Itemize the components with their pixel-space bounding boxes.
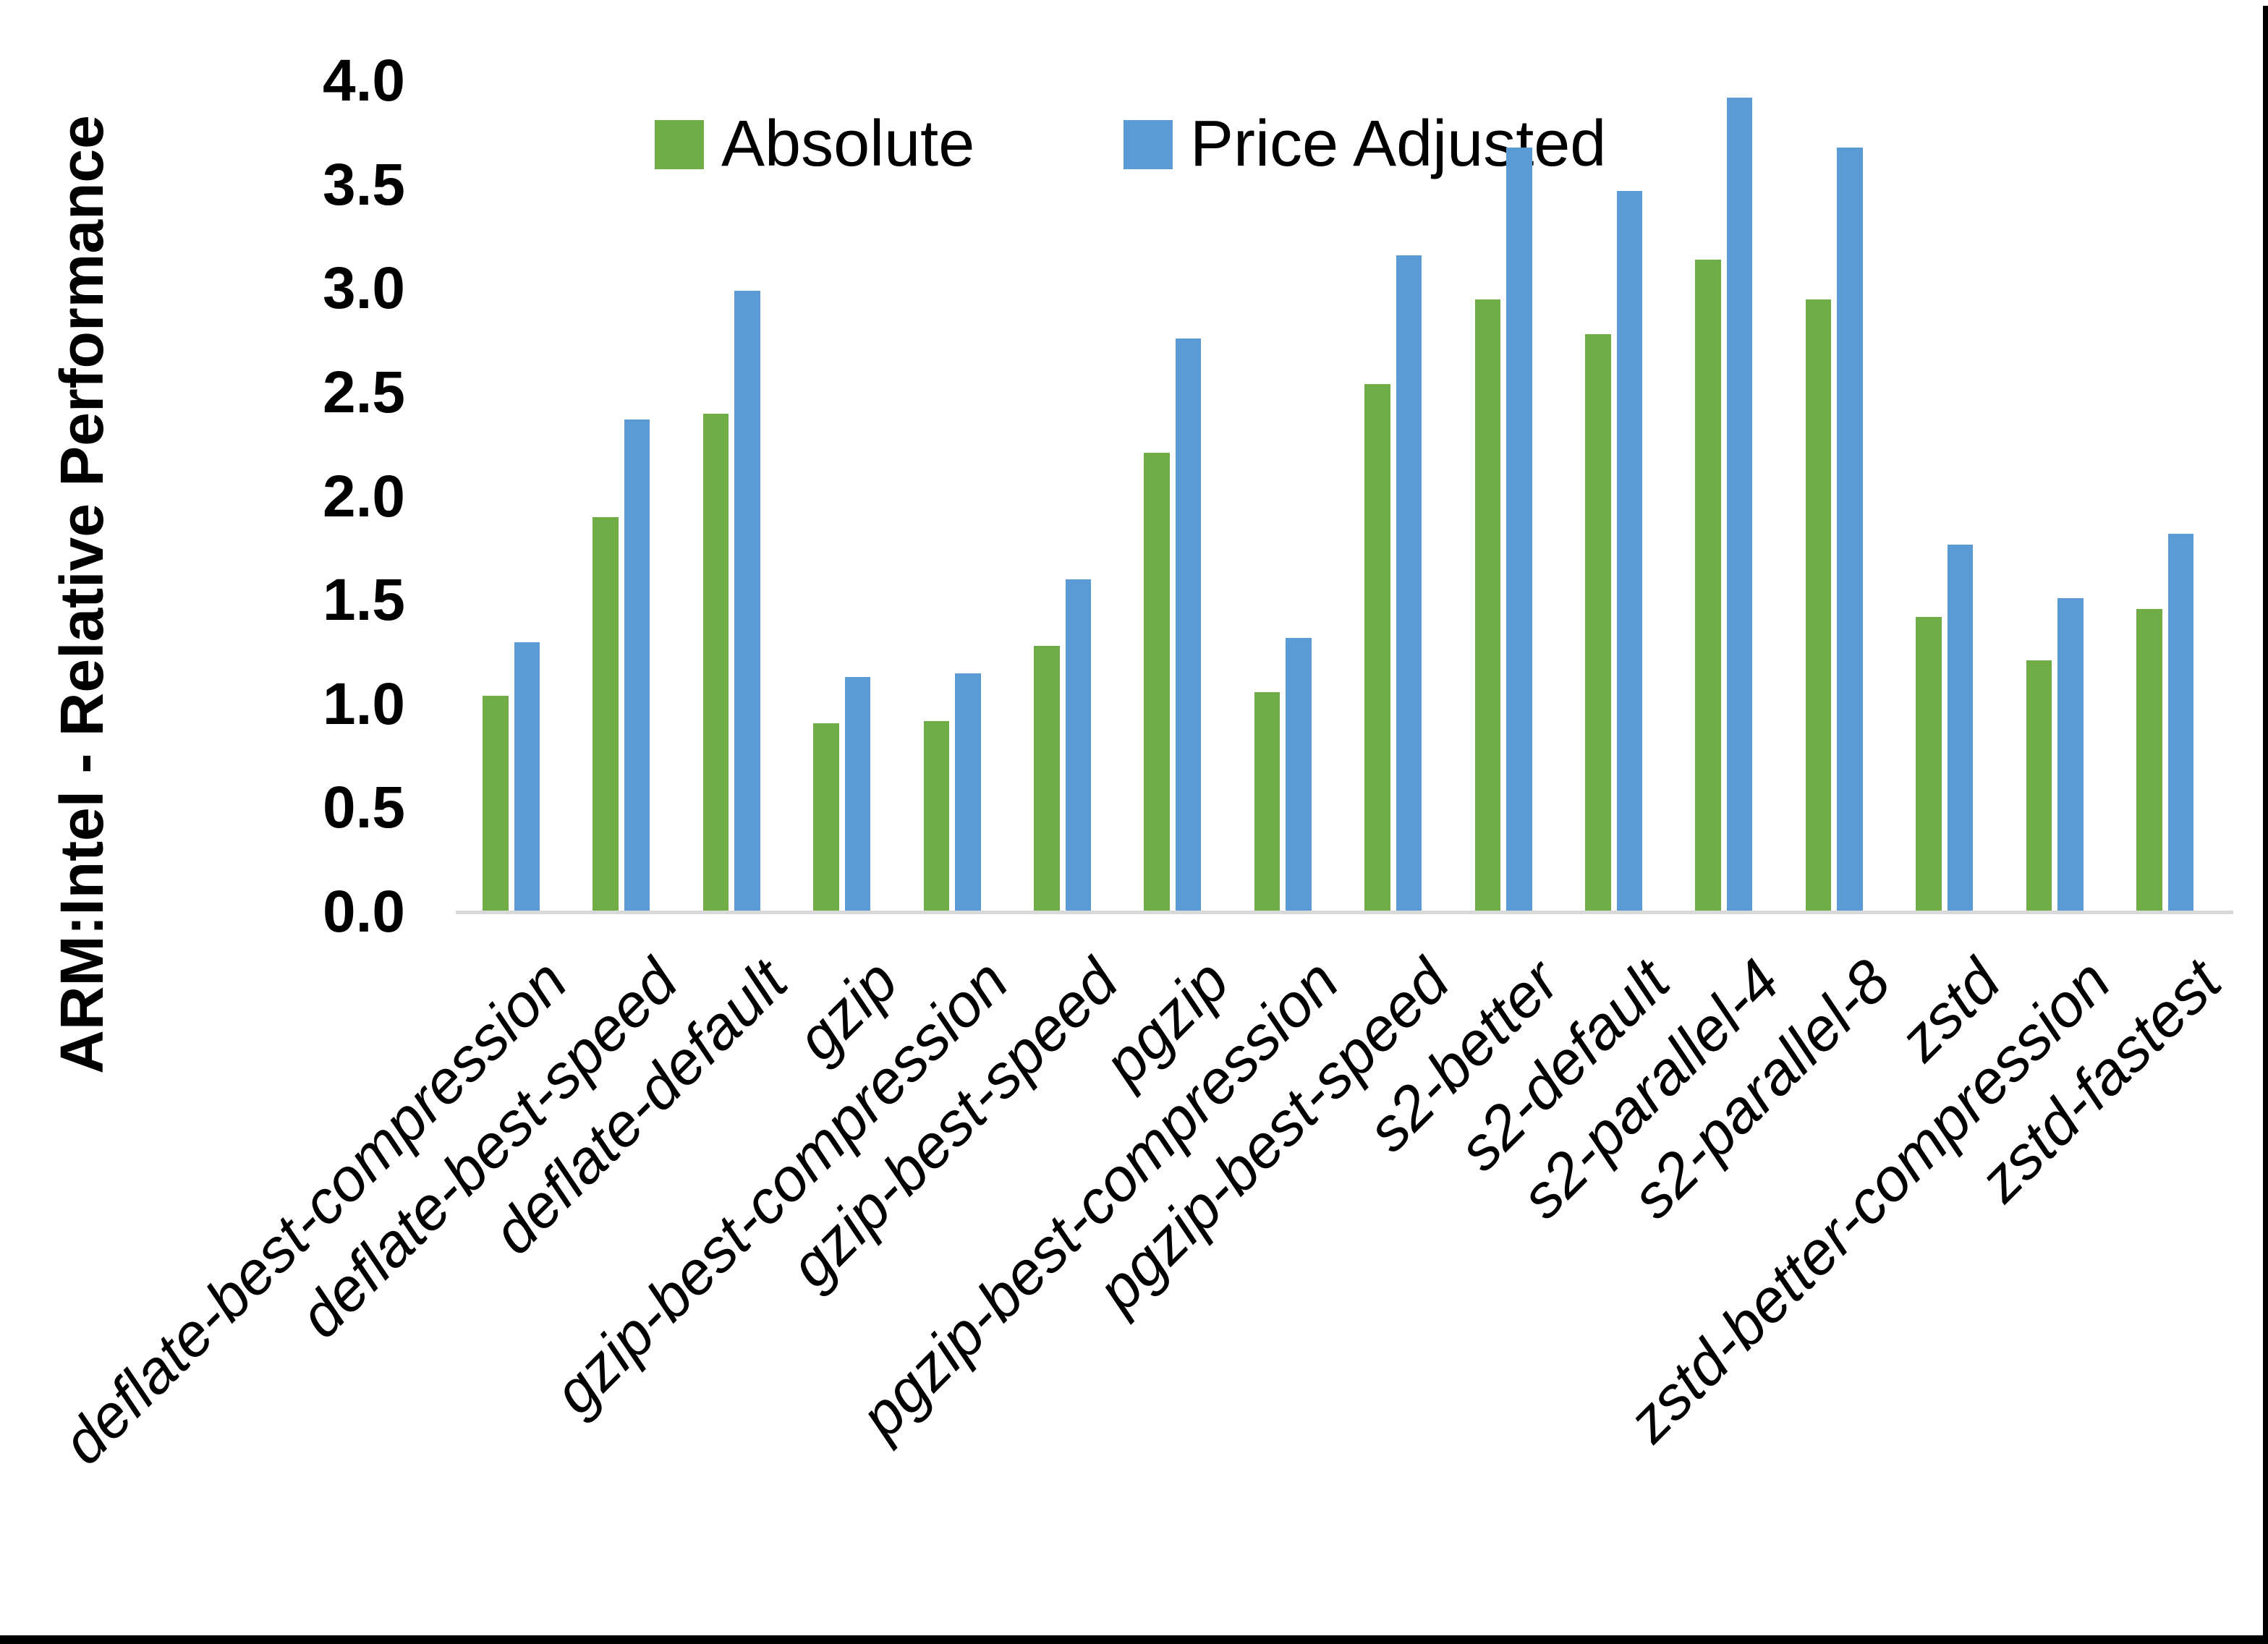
y-axis-tick-labels: 0.0 0.5 1.0 1.5 2.0 2.5 3.0 3.5 4.0: [232, 0, 405, 1644]
bar-absolute: [813, 723, 839, 912]
bar-price-adjusted: [1286, 637, 1312, 912]
y-tick-label: 0.5: [323, 775, 405, 841]
bar-absolute: [2026, 660, 2052, 912]
bar-absolute: [2136, 608, 2162, 912]
bar-absolute: [1695, 260, 1721, 912]
legend-price-adjusted-label: Price Adjusted: [1190, 108, 1607, 180]
bar-absolute: [483, 696, 509, 912]
bar-price-adjusted: [1175, 338, 1202, 912]
legend-absolute-swatch: [655, 120, 704, 169]
bar-price-adjusted: [1396, 255, 1422, 912]
bar-price-adjusted: [734, 291, 760, 912]
y-tick-label: 0.0: [323, 879, 405, 945]
bar-absolute: [923, 720, 950, 912]
y-tick-label: 4.0: [323, 48, 405, 114]
bar-price-adjusted: [1726, 97, 1753, 912]
bar-absolute: [1585, 334, 1611, 912]
bar-absolute: [1364, 384, 1390, 912]
bar-absolute: [1474, 299, 1501, 912]
image-border-right: [2263, 6, 2268, 1644]
y-tick-label: 2.5: [323, 359, 405, 425]
y-tick-label: 3.5: [323, 151, 405, 218]
bar-price-adjusted: [1837, 147, 1863, 912]
bar-price-adjusted: [1065, 579, 1091, 912]
bar-price-adjusted: [955, 673, 981, 912]
bar-absolute: [1916, 617, 1942, 912]
y-tick-label: 1.5: [323, 567, 405, 634]
bar-absolute: [1144, 453, 1170, 912]
bar-price-adjusted: [514, 642, 540, 912]
bar-absolute: [1805, 299, 1832, 912]
y-tick-label: 2.0: [323, 463, 405, 529]
bar-price-adjusted: [2167, 534, 2193, 912]
bar-price-adjusted: [1506, 147, 1532, 912]
y-tick-label: 3.0: [323, 255, 405, 322]
legend-price-adjusted-swatch: [1124, 120, 1173, 169]
bar-absolute: [1034, 646, 1060, 912]
bar-price-adjusted: [844, 677, 871, 912]
legend-absolute-label: Absolute: [721, 108, 975, 180]
bar-price-adjusted: [1947, 544, 1974, 912]
bar-absolute: [702, 413, 729, 912]
image-border-bottom: [0, 1635, 2268, 1644]
y-axis-title: ARM:Intel - Relative Performance: [48, 115, 116, 1074]
x-axis-line: [456, 911, 2233, 914]
bar-absolute: [593, 517, 619, 912]
y-tick-label: 1.0: [323, 670, 405, 737]
bar-price-adjusted: [2057, 598, 2084, 912]
bar-absolute: [1254, 691, 1280, 912]
bar-price-adjusted: [1616, 191, 1642, 912]
bar-price-adjusted: [624, 419, 650, 912]
